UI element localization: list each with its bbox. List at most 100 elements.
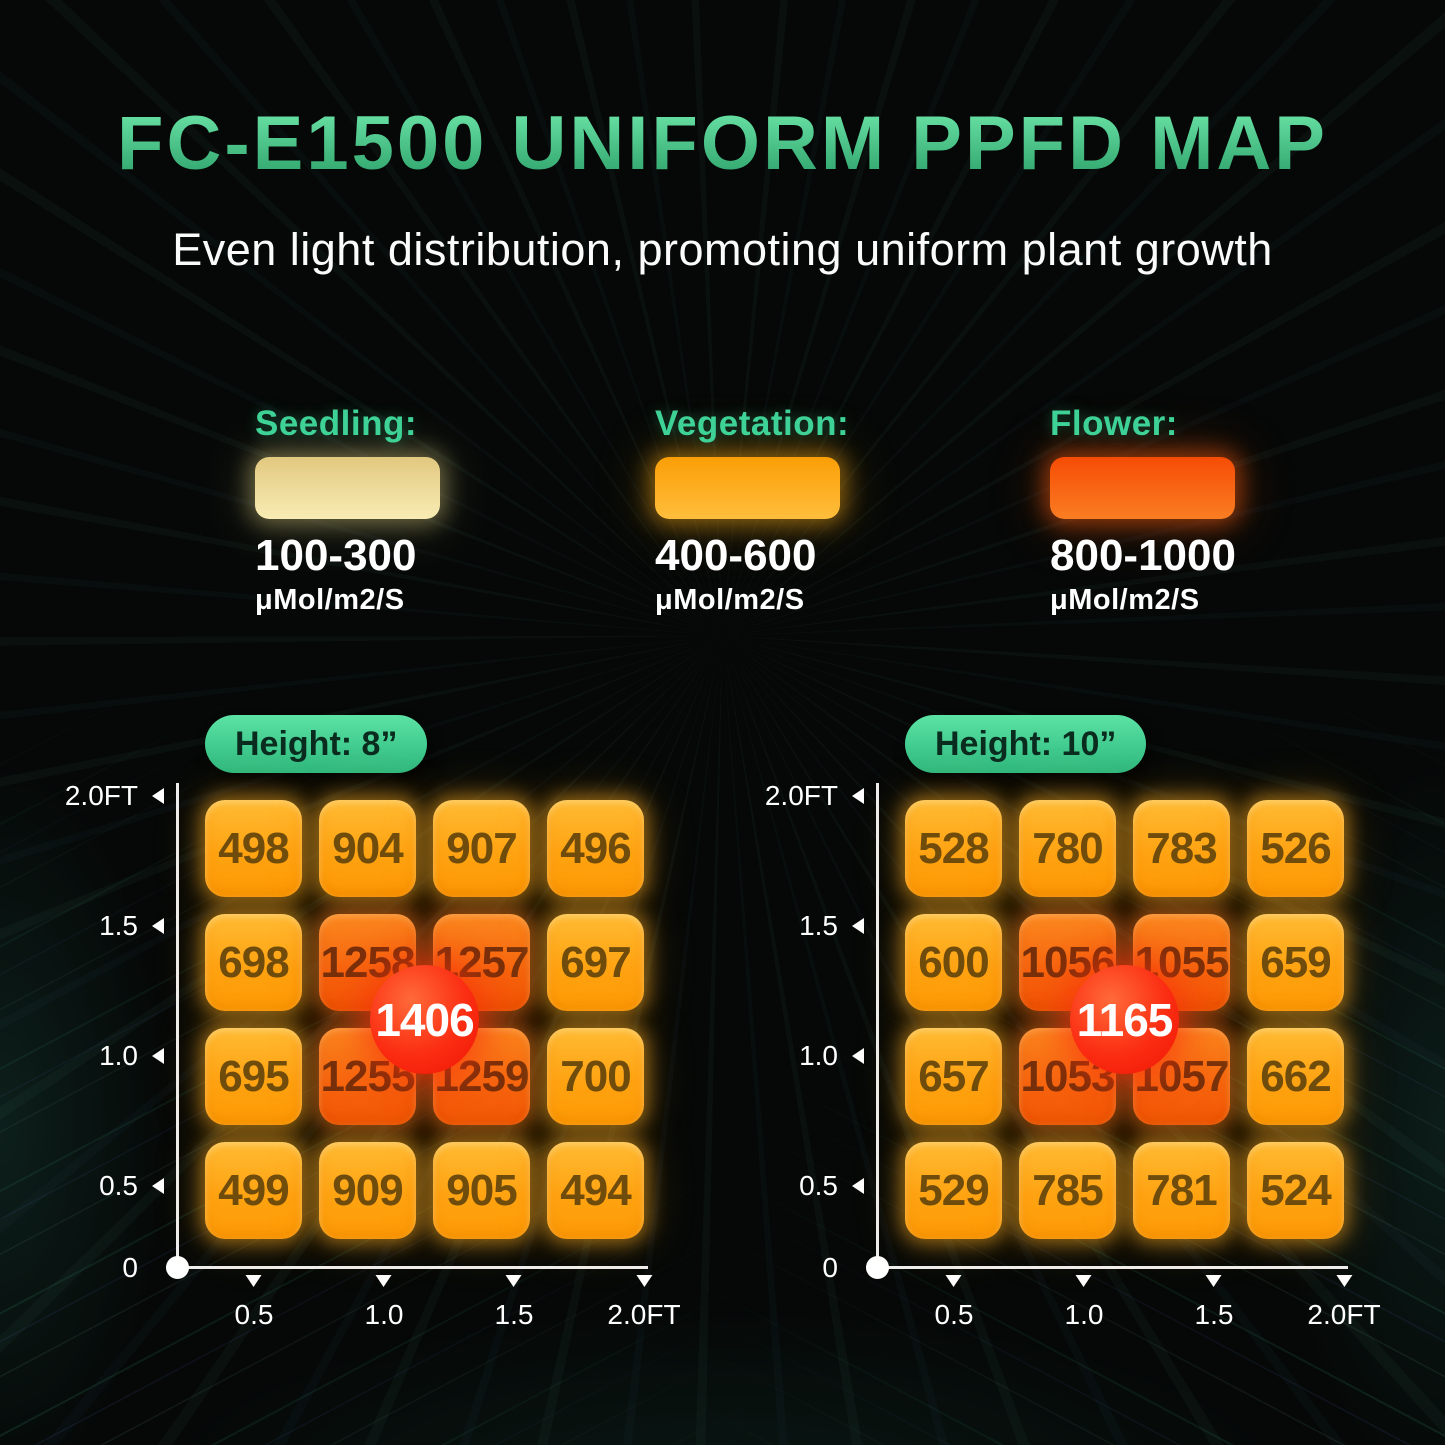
height-badge: Height: 10” — [905, 715, 1147, 773]
legend-item-seedling: Seedling: 100-300 μMol/m2/S — [255, 404, 440, 617]
tick-arrow-down-icon — [376, 1275, 392, 1287]
ppfd-cell: 909 — [319, 1142, 416, 1239]
ppfd-cell: 695 — [205, 1028, 302, 1125]
x-tick-label: 0.5 — [234, 1299, 274, 1330]
y-tick: 1.0 — [60, 1040, 164, 1071]
x-tick-label: 1.5 — [1194, 1299, 1234, 1330]
ppfd-cell: 659 — [1247, 914, 1344, 1011]
tick-arrow-down-icon — [635, 1275, 652, 1287]
tick-arrow-down-icon — [1206, 1275, 1222, 1287]
tick-arrow-down-icon — [246, 1275, 262, 1287]
y-tick: 0.5 — [60, 1170, 164, 1201]
tick-arrow-left-icon — [152, 918, 164, 934]
ppfd-cell: 781 — [1133, 1142, 1230, 1239]
ppfd-cell: 499 — [205, 1142, 302, 1239]
x-tick: 1.5 — [1194, 1275, 1234, 1331]
x-tick-label: 1.5 — [494, 1299, 534, 1330]
seedling-color-swatch — [255, 457, 440, 519]
y-tick-label: 2.0FT — [764, 780, 838, 811]
flower-color-swatch — [1050, 457, 1235, 519]
tick-arrow-left-icon — [152, 1178, 164, 1194]
tick-arrow-left-icon — [852, 918, 864, 934]
x-tick-label: 0.5 — [934, 1299, 974, 1330]
peak-value-badge: 1165 — [1070, 965, 1179, 1074]
x-tick: 1.0 — [1064, 1275, 1104, 1331]
y-tick-label: 0.5 — [799, 1170, 838, 1201]
ppfd-cell: 700 — [547, 1028, 644, 1125]
x-tick: 2.0FT — [1307, 1275, 1381, 1331]
origin-label: 0 — [822, 1252, 838, 1283]
ppfd-cell: 498 — [205, 800, 302, 897]
height-badge: Height: 8” — [205, 715, 428, 773]
y-tick: 0.5 — [760, 1170, 864, 1201]
y-tick-label: 0.5 — [99, 1170, 138, 1201]
ppfd-cell: 780 — [1019, 800, 1116, 897]
ppfd-cell: 904 — [319, 800, 416, 897]
y-tick-label: 1.5 — [799, 910, 838, 941]
legend-range: 400-600 — [655, 531, 817, 580]
origin-dot — [866, 1256, 889, 1279]
tick-arrow-down-icon — [1335, 1275, 1352, 1287]
legend-range: 100-300 — [255, 531, 417, 580]
ppfd-chart-height-8in: Height: 8” 2.0FT 1.5 1.0 0.5 0 0.5 1.0 1… — [60, 715, 760, 1375]
y-tick-label: 1.5 — [99, 910, 138, 941]
ppfd-cell-hot: 1053 — [1019, 1028, 1116, 1125]
x-tick: 2.0FT — [607, 1275, 681, 1331]
ppfd-cell: 905 — [433, 1142, 530, 1239]
ppfd-cell: 907 — [433, 800, 530, 897]
ppfd-cell: 600 — [905, 914, 1002, 1011]
legend-label: Flower: — [1050, 404, 1178, 443]
ppfd-cell: 783 — [1133, 800, 1230, 897]
legend-unit: μMol/m2/S — [1050, 584, 1200, 616]
tick-arrow-left-icon — [152, 1048, 164, 1064]
x-tick: 1.0 — [364, 1275, 404, 1331]
y-tick: 2.0FT — [60, 780, 164, 811]
ppfd-chart-height-10in: Height: 10” 2.0FT 1.5 1.0 0.5 0 0.5 1.0 … — [760, 715, 1445, 1375]
x-axis-line — [176, 1266, 648, 1269]
ppfd-cell: 657 — [905, 1028, 1002, 1125]
legend-unit: μMol/m2/S — [655, 584, 805, 616]
y-tick: 2.0FT — [760, 780, 864, 811]
y-axis-line — [876, 783, 879, 1269]
vegetation-color-swatch — [655, 457, 840, 519]
legend-unit: μMol/m2/S — [255, 584, 405, 616]
x-tick: 0.5 — [234, 1275, 274, 1331]
tick-arrow-down-icon — [506, 1275, 522, 1287]
ppfd-cell: 698 — [205, 914, 302, 1011]
ppfd-cell: 662 — [1247, 1028, 1344, 1125]
y-axis-line — [176, 783, 179, 1269]
tick-arrow-down-icon — [946, 1275, 962, 1287]
legend-label: Seedling: — [255, 404, 418, 443]
page-title: FC-E1500 UNIFORM PPFD MAP — [0, 100, 1445, 187]
x-tick-label: 1.0 — [364, 1299, 404, 1330]
y-tick: 1.5 — [60, 910, 164, 941]
x-tick: 0.5 — [934, 1275, 974, 1331]
x-tick-label: 1.0 — [1064, 1299, 1104, 1330]
tick-arrow-left-icon — [852, 788, 864, 804]
x-axis-line — [876, 1266, 1348, 1269]
tick-arrow-left-icon — [852, 1178, 864, 1194]
ppfd-grid: 498 904 907 496 698 1258 1257 697 695 12… — [205, 800, 644, 1239]
ppfd-cell: 494 — [547, 1142, 644, 1239]
legend-item-vegetation: Vegetation: 400-600 μMol/m2/S — [655, 404, 849, 617]
tick-arrow-left-icon — [852, 1048, 864, 1064]
y-tick-label: 1.0 — [99, 1040, 138, 1071]
peak-value-badge: 1406 — [370, 965, 479, 1074]
ppfd-cell: 496 — [547, 800, 644, 897]
tick-arrow-left-icon — [152, 788, 164, 804]
ppfd-cell: 524 — [1247, 1142, 1344, 1239]
legend-item-flower: Flower: 800-1000 μMol/m2/S — [1050, 404, 1236, 617]
ppfd-cell: 528 — [905, 800, 1002, 897]
x-tick-label: 2.0FT — [1307, 1299, 1381, 1330]
legend-label: Vegetation: — [655, 404, 850, 443]
origin-label: 0 — [122, 1252, 138, 1283]
ppfd-cell: 697 — [547, 914, 644, 1011]
legend-range: 800-1000 — [1050, 531, 1236, 580]
y-tick-label: 1.0 — [799, 1040, 838, 1071]
ppfd-cell: 526 — [1247, 800, 1344, 897]
page-subtitle: Even light distribution, promoting unifo… — [172, 224, 1273, 275]
x-tick: 1.5 — [494, 1275, 534, 1331]
y-tick-label: 2.0FT — [64, 780, 138, 811]
ppfd-cell: 785 — [1019, 1142, 1116, 1239]
